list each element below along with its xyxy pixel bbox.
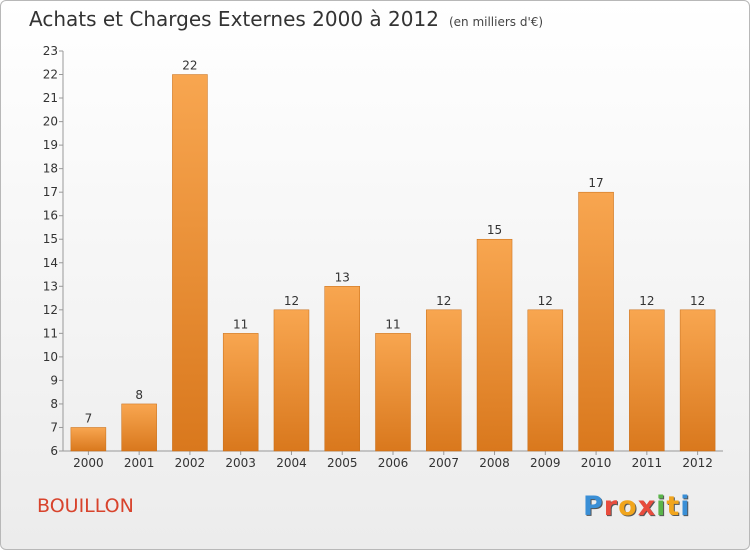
x-tick-label-2003: 2003 — [225, 456, 256, 470]
data-label-2003: 11 — [233, 317, 248, 331]
data-label-2007: 12 — [436, 294, 451, 308]
bar-2007 — [426, 309, 462, 452]
x-tick-label-2000: 2000 — [73, 456, 104, 470]
y-tick-label: 6 — [50, 444, 58, 458]
y-tick-label: 9 — [50, 373, 58, 387]
data-label-2008: 15 — [487, 223, 502, 237]
bar-2000 — [70, 427, 107, 452]
data-label-2001: 8 — [135, 388, 143, 402]
bar-2008 — [476, 238, 513, 452]
logo-letter: P — [583, 491, 604, 522]
logo-letter: r — [603, 491, 619, 522]
data-label-2010: 17 — [588, 176, 603, 190]
y-tick-label: 16 — [43, 209, 58, 223]
data-label-2011: 12 — [639, 294, 654, 308]
y-tick-label: 22 — [43, 68, 58, 82]
x-tick-label-2011: 2011 — [632, 456, 663, 470]
chart-subtitle: (en milliers d'€) — [448, 15, 544, 29]
logo-letter: t — [666, 491, 681, 522]
proxiti-logo: Proxiti — [583, 491, 691, 522]
bar-2004 — [273, 309, 310, 452]
x-tick-label-2012: 2012 — [682, 456, 713, 470]
chart-title-text: Achats et Charges Externes 2000 à 2012 — [29, 7, 439, 31]
logo-letter: x — [637, 491, 657, 522]
y-tick-label: 17 — [43, 185, 58, 199]
data-label-2004: 12 — [284, 294, 299, 308]
y-tick-label: 21 — [43, 91, 58, 105]
bar-2005 — [324, 286, 360, 452]
y-tick-label: 10 — [43, 350, 58, 364]
data-label-2002: 22 — [182, 59, 197, 73]
bar-2006 — [375, 333, 411, 452]
x-tick-label-2004: 2004 — [276, 456, 307, 470]
data-label-2006: 11 — [385, 317, 400, 331]
x-tick-label-2005: 2005 — [327, 456, 358, 470]
x-tick-label-2009: 2009 — [530, 456, 561, 470]
y-tick-label: 20 — [43, 115, 58, 129]
x-tick-label-2002: 2002 — [175, 456, 206, 470]
data-label-2000: 7 — [85, 411, 93, 425]
bar-2002 — [172, 74, 208, 452]
x-tick-label-2006: 2006 — [378, 456, 409, 470]
bar-2003 — [222, 333, 259, 452]
logo-letter: i — [680, 491, 691, 522]
data-label-2009: 12 — [538, 294, 553, 308]
y-tick-label: 18 — [43, 162, 58, 176]
y-tick-label: 12 — [43, 303, 58, 317]
x-tick-label-2008: 2008 — [479, 456, 510, 470]
town-name: BOUILLON — [37, 495, 134, 517]
y-tick-label: 7 — [50, 420, 58, 434]
y-tick-label: 23 — [43, 44, 58, 58]
y-tick-label: 19 — [43, 138, 58, 152]
bar-2012 — [679, 309, 716, 452]
y-tick-label: 13 — [43, 279, 58, 293]
x-tick-label-2007: 2007 — [428, 456, 459, 470]
chart-title: Achats et Charges Externes 2000 à 2012 (e… — [29, 7, 543, 31]
logo-letter: i — [656, 491, 667, 522]
data-label-2005: 13 — [335, 270, 350, 284]
y-tick-label: 14 — [43, 256, 58, 270]
y-tick-label: 15 — [43, 232, 58, 246]
bar-2010 — [578, 191, 614, 452]
bar-2009 — [527, 309, 564, 452]
logo-letter: o — [618, 491, 638, 522]
x-tick-label-2010: 2010 — [581, 456, 612, 470]
y-tick-label: 11 — [43, 326, 58, 340]
data-label-2012: 12 — [690, 294, 705, 308]
bar-2001 — [121, 403, 157, 452]
x-tick-label-2001: 2001 — [124, 456, 155, 470]
bar-2011 — [629, 309, 665, 452]
y-tick-label: 8 — [50, 397, 58, 411]
